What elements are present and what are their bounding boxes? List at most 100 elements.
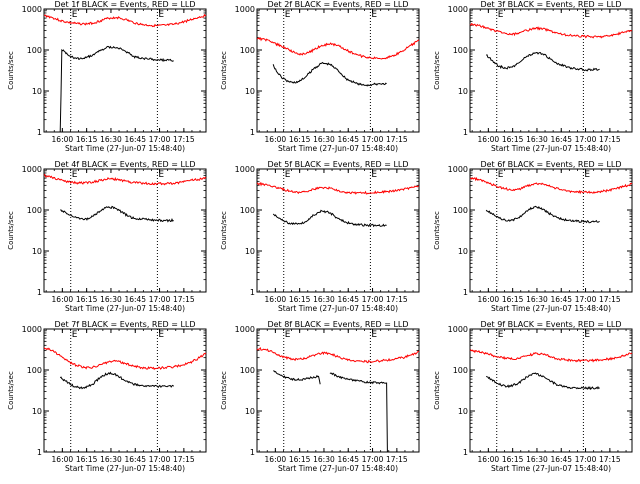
y-axis-label: Counts/sec (7, 51, 15, 90)
y-tick-label: 1 (37, 448, 42, 457)
plot-frame (43, 328, 207, 453)
y-tick-label: 100 (453, 206, 468, 215)
x-tick-label: 16:00 (52, 135, 74, 144)
plot-frame (469, 8, 633, 133)
x-tick-label: 17:15 (173, 455, 195, 464)
x-tick-label: 17:00 (575, 295, 597, 304)
detector-chart: Det 3f BLACK = Events, RED = LLD 1 10 100 10… (433, 0, 633, 153)
x-axis-label: Start Time (27-Jun-07 15:48:40) (65, 144, 185, 153)
x-tick-label: 16:00 (52, 295, 74, 304)
y-tick-label: 1000 (22, 325, 42, 334)
detector-panel: Det 4f BLACK = Events, RED = LLD 1 10 100 10… (0, 160, 213, 320)
chart-title: Det 7f BLACK = Events, RED = LLD (54, 320, 195, 329)
chart-title: Det 9f BLACK = Events, RED = LLD (480, 320, 621, 329)
y-tick-label: 1000 (448, 165, 468, 174)
y-tick-label: 10 (458, 247, 468, 256)
detector-panel: Det 8f BLACK = Events, RED = LLD 1 10 100 10… (213, 320, 426, 480)
y-tick-label: 100 (240, 366, 255, 375)
y-axis-label: Counts/sec (433, 371, 441, 410)
x-tick-label: 17:15 (599, 455, 621, 464)
x-tick-label: 16:45 (124, 455, 146, 464)
x-tick-label: 16:00 (265, 135, 287, 144)
detector-chart: Det 7f BLACK = Events, RED = LLD 1 10 100 10… (7, 320, 207, 473)
events-series-line (272, 209, 387, 228)
x-axis-label: Start Time (27-Jun-07 15:48:40) (491, 464, 611, 473)
chart-title: Det 6f BLACK = Events, RED = LLD (480, 160, 621, 169)
y-tick-label: 1 (463, 288, 468, 297)
event-marker-label: E (371, 330, 377, 340)
plot-frame (43, 8, 207, 133)
y-tick-label: 1 (250, 288, 255, 297)
x-tick-label: 17:00 (149, 295, 171, 304)
event-marker-label: E (498, 330, 504, 340)
y-tick-label: 1000 (22, 165, 42, 174)
lld-series-line (256, 36, 420, 60)
x-tick-label: 17:15 (386, 295, 408, 304)
x-tick-label: 16:15 (76, 295, 98, 304)
plot-frame (256, 8, 420, 133)
x-axis-label: Start Time (27-Jun-07 15:48:40) (65, 464, 185, 473)
y-axis-label: Counts/sec (433, 211, 441, 250)
x-tick-label: 16:45 (550, 455, 572, 464)
x-tick-label: 16:00 (265, 455, 287, 464)
lld-series-line (469, 22, 633, 39)
x-tick-label: 17:15 (386, 135, 408, 144)
y-axis-label: Counts/sec (7, 211, 15, 250)
x-tick-label: 16:00 (265, 295, 287, 304)
event-marker-label: E (72, 10, 78, 20)
y-tick-label: 100 (240, 46, 255, 55)
y-tick-label: 100 (27, 366, 42, 375)
lld-series-line (43, 13, 207, 28)
x-tick-label: 17:00 (362, 135, 384, 144)
x-tick-label: 16:15 (502, 135, 524, 144)
event-marker-label: E (584, 10, 590, 20)
detector-panel: Det 6f BLACK = Events, RED = LLD 1 10 100 10… (426, 160, 639, 320)
lld-series-line (469, 349, 633, 363)
y-tick-label: 10 (458, 407, 468, 416)
events-series-line (59, 45, 174, 133)
x-tick-label: 16:00 (478, 135, 500, 144)
events-series-line (60, 205, 174, 223)
detector-panel: Det 3f BLACK = Events, RED = LLD 1 10 100 10… (426, 0, 639, 160)
event-marker-label: E (285, 170, 291, 180)
events-series-line (273, 370, 321, 385)
x-tick-label: 17:00 (149, 455, 171, 464)
event-marker-label: E (72, 330, 78, 340)
x-tick-label: 16:45 (550, 295, 572, 304)
event-marker-label: E (72, 170, 78, 180)
plot-frame (469, 328, 633, 453)
y-tick-label: 100 (453, 46, 468, 55)
y-axis-label: Counts/sec (220, 211, 228, 250)
x-tick-label: 16:45 (337, 295, 359, 304)
x-tick-label: 16:30 (100, 455, 122, 464)
y-tick-label: 1 (37, 288, 42, 297)
x-axis-label: Start Time (27-Jun-07 15:48:40) (491, 144, 611, 153)
x-axis-label: Start Time (27-Jun-07 15:48:40) (278, 464, 398, 473)
x-tick-label: 16:45 (337, 455, 359, 464)
x-tick-label: 16:45 (124, 295, 146, 304)
y-tick-label: 10 (458, 87, 468, 96)
event-marker-label: E (285, 330, 291, 340)
x-tick-label: 16:45 (550, 135, 572, 144)
y-tick-label: 10 (245, 407, 255, 416)
y-tick-label: 1000 (235, 325, 255, 334)
plot-frame (256, 328, 420, 453)
event-marker-label: E (285, 10, 291, 20)
x-tick-label: 16:45 (124, 135, 146, 144)
y-axis-label: Counts/sec (220, 51, 228, 90)
detector-panel: Det 1f BLACK = Events, RED = LLD 1 10 100 10… (0, 0, 213, 160)
lld-series-line (256, 346, 420, 364)
y-tick-label: 1 (250, 448, 255, 457)
events-series-line (329, 372, 388, 453)
x-tick-label: 17:15 (173, 135, 195, 144)
events-series-line (485, 372, 600, 391)
x-tick-label: 16:00 (478, 295, 500, 304)
y-tick-label: 10 (32, 407, 42, 416)
event-marker-label: E (584, 170, 590, 180)
y-tick-label: 100 (240, 206, 255, 215)
y-axis-label: Counts/sec (7, 371, 15, 410)
y-tick-label: 1000 (22, 5, 42, 14)
plot-frame (43, 168, 207, 293)
y-tick-label: 1000 (235, 5, 255, 14)
